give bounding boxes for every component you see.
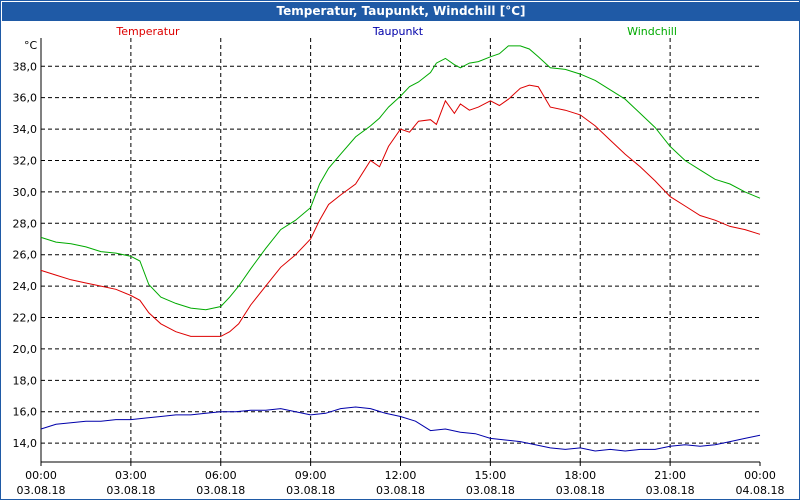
y-tick-label: 28,0 [13,217,38,230]
y-tick-label: 34,0 [13,123,38,136]
x-axis-ticks: 00:00 03.08.18 03:00 03.08.18 06:00 03.08.18 0… [17,469,785,497]
y-tick-label: 14,0 [13,437,38,450]
x-tick-time: 00:00 [744,469,776,482]
x-tick-time: 12:00 [385,469,417,482]
x-tick-time: 06:00 [205,469,237,482]
y-tick-label: 36,0 [13,92,38,105]
series-line-windchill [40,45,761,311]
y-tick-label: 38,0 [13,60,38,73]
x-tick-time: 03:00 [115,469,147,482]
chart-title: Temperatur, Taupunkt, Windchill [°C] [2,2,800,21]
y-tick-label: 24,0 [13,280,38,293]
series-line-temperatur [40,84,761,337]
x-tick-time: 21:00 [654,469,686,482]
legend-entry-windchill: Windchill [627,25,677,38]
series-line-taupunkt [40,406,761,452]
x-tick-time: 15:00 [475,469,507,482]
x-tick-date: 03.08.18 [196,484,245,497]
y-tick-label: 18,0 [13,374,38,387]
legend-entry-temperatur: Temperatur [115,25,180,38]
y-tick-label: 20,0 [13,343,38,356]
chart-grid [41,38,760,462]
x-tick-time: 00:00 [25,469,57,482]
y-tick-label: 26,0 [13,249,38,262]
y-axis-unit: °C [24,39,38,52]
x-tick-date: 03.08.18 [17,484,66,497]
x-tick-date: 04.08.18 [736,484,785,497]
y-axis-ticks: 14,0 16,0 18,0 20,0 22,0 24,0 26,0 28,0 30,0 32,0… [13,60,38,450]
chart-series [40,45,761,452]
legend-entry-taupunkt: Taupunkt [372,25,424,38]
x-tick-date: 03.08.18 [646,484,695,497]
x-tick-date: 03.08.18 [376,484,425,497]
x-tick-date: 03.08.18 [286,484,335,497]
y-tick-label: 32,0 [13,154,38,167]
y-tick-label: 30,0 [13,186,38,199]
x-tick-time: 09:00 [295,469,327,482]
x-tick-date: 03.08.18 [106,484,155,497]
x-tick-date: 03.08.18 [556,484,605,497]
y-tick-label: 16,0 [13,406,38,419]
x-tick-time: 18:00 [564,469,596,482]
chart-axes: °C [24,38,761,466]
chart-legend: Temperatur Taupunkt Windchill [115,25,677,38]
x-tick-date: 03.08.18 [466,484,515,497]
y-tick-label: 22,0 [13,312,38,325]
